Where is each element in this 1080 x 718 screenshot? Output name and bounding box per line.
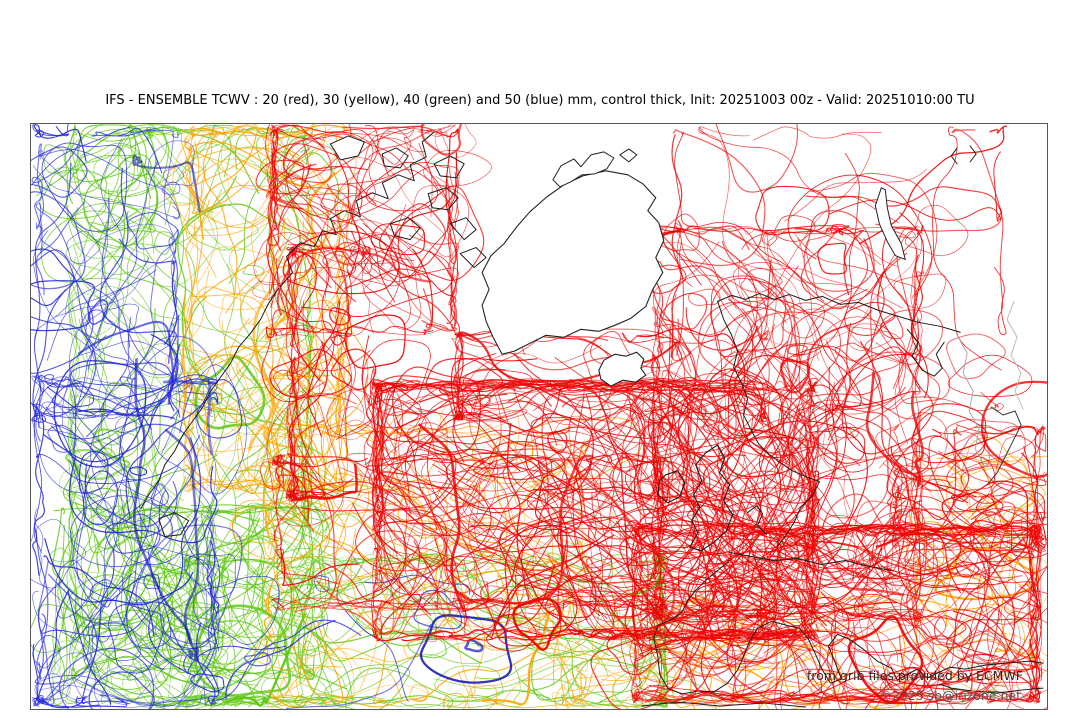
coastline-great-britain — [689, 444, 734, 552]
coastline-denmark — [747, 505, 768, 536]
coastline-svalbard — [552, 151, 615, 188]
coastline-island-mark-left — [950, 147, 958, 165]
coastline-arctic-island-4 — [427, 187, 459, 211]
coastline-labrador-coast — [140, 287, 280, 510]
spaghetti-zone-red — [670, 124, 1033, 459]
coastline-scandinavia-north-kola — [717, 292, 961, 333]
coastline-arctic-island-7 — [459, 247, 487, 269]
coastline-ireland — [657, 470, 686, 504]
coastline-svalbard-isle — [619, 148, 638, 163]
coastline-europe-med-coast — [653, 560, 1044, 695]
coastline-russia-coast — [956, 334, 986, 468]
spaghetti-zone-red — [259, 395, 691, 638]
coastline-arctic-island-6 — [449, 217, 477, 241]
spaghetti-zone-blue — [31, 364, 247, 709]
coastline-white-sea — [906, 328, 945, 377]
coastline-russia-river — [1006, 300, 1024, 410]
coastline-arctic-island-2 — [381, 147, 409, 169]
coastlines-layer — [140, 131, 1044, 708]
coastline-finland-border — [800, 389, 841, 424]
coastline-norway-west-coast — [717, 300, 820, 483]
coastline-novaya-zemlya — [874, 187, 906, 261]
coastline-sweden-coast — [777, 481, 820, 548]
coastline-iceland — [598, 351, 647, 387]
map-frame: from grib files provided by ECMWF ©2025 … — [30, 123, 1048, 710]
spaghetti-zone-red — [425, 328, 770, 465]
attribution-source: from grib files provided by ECMWF — [806, 668, 1023, 683]
spaghetti-zone-red — [252, 124, 492, 339]
attribution-copyright: ©2025 sb@irizone.net — [879, 688, 1021, 703]
coastline-russia-coast-2 — [986, 406, 1022, 486]
chart-title: IFS - ENSEMBLE TCWV : 20 (red), 30 (yell… — [105, 93, 975, 108]
coastline-bothnia-gulf — [785, 430, 810, 454]
coastline-arctic-island-5 — [389, 217, 421, 241]
coastline-baltic-south-coast — [729, 552, 892, 571]
coastline-turkey-south-coast — [938, 683, 1044, 694]
spaghetti-zone-bluedark — [132, 154, 201, 662]
coastline-africa-north-coast — [641, 701, 806, 708]
ensemble-contour-map — [31, 124, 1047, 709]
spaghetti-zone-red — [261, 244, 406, 503]
coastline-canadian-arctic-coast — [280, 131, 435, 287]
coastline-arctic-island-1 — [329, 135, 365, 161]
spaghetti-zone-red — [588, 474, 1047, 709]
coastline-arctic-island-3 — [433, 155, 465, 179]
coastline-greenland — [481, 170, 665, 355]
coastline-island-mark-right — [969, 145, 977, 163]
coastline-newfoundland — [158, 512, 190, 538]
spaghetti-zone-blue — [31, 124, 218, 468]
